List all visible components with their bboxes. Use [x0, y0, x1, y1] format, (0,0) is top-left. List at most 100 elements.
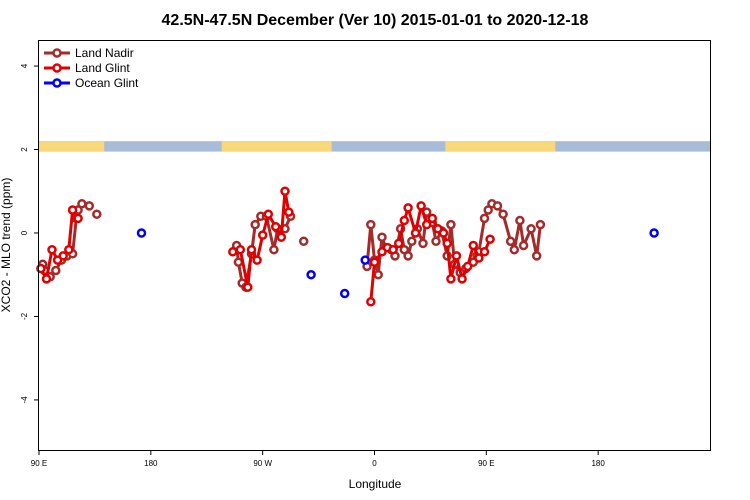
land-nadir-point [377, 232, 387, 242]
y-tick-label: -2 [20, 312, 29, 320]
land-glint-point [64, 244, 74, 255]
land-glint-point [366, 297, 376, 307]
x-tick-label: 90 W [253, 459, 272, 468]
land-nadir-point [366, 219, 376, 230]
land-ocean-band [39, 141, 710, 152]
ocean-glint-point [360, 255, 370, 265]
land-glint-point [280, 186, 290, 196]
x-tick-label: 90 E [478, 459, 494, 468]
land-band-segment-2 [445, 141, 556, 152]
land-nadir-point [526, 224, 536, 234]
land-nadir-point [250, 219, 260, 230]
ocean-glint-point [649, 228, 659, 238]
x-tick-label: 90 E [31, 459, 47, 468]
land-nadir-point [431, 236, 441, 247]
land-glint-point [58, 251, 68, 261]
y-tick-label: 2 [20, 147, 29, 152]
land-glint-point [67, 205, 78, 215]
y-axis-label: XCO2 - MLO trend (ppm) [0, 178, 13, 313]
legend-label: Land Glint [75, 61, 130, 75]
land-glint-point [451, 251, 462, 261]
land-nadir-point [403, 251, 413, 261]
land-glint-point [270, 221, 281, 232]
land-glint-point [246, 244, 257, 255]
land-glint-point [479, 247, 490, 257]
chart-title: 42.5N-47.5N December (Ver 10) 2015-01-01… [162, 12, 589, 29]
y-tick-label: -4 [20, 396, 29, 404]
legend-item-ocean-glint: Ocean Glint [44, 76, 139, 90]
ocean-band [39, 141, 710, 152]
land-glint-point [369, 257, 380, 267]
land-nadir-point [407, 236, 417, 247]
land-band-segment-1 [221, 141, 332, 152]
land-glint-point [388, 244, 398, 255]
land-nadir-point [298, 236, 309, 247]
land-glint-point [446, 274, 456, 284]
land-glint-point [421, 219, 432, 230]
land-nadir-point [373, 269, 383, 280]
ocean-glint-point [339, 288, 350, 299]
land-glint-point [252, 255, 262, 265]
land-glint-point [403, 203, 413, 213]
land-nadir-point [51, 265, 61, 276]
land-nadir-point [518, 240, 529, 251]
ocean-glint-point [306, 269, 316, 280]
land-nadir-point [84, 201, 95, 211]
land-glint-point [474, 253, 484, 263]
land-glint-point [462, 261, 473, 272]
legend-item-land-glint: Land Glint [44, 61, 130, 75]
land-nadir-point [269, 244, 279, 255]
land-glint-point [257, 230, 268, 240]
x-tick-label: 180 [591, 459, 605, 468]
land-glint-point [438, 228, 449, 238]
land-glint-point [41, 274, 52, 284]
land-glint-point [243, 282, 253, 292]
land-glint-point [410, 228, 421, 238]
land-band-segment-0 [39, 141, 105, 152]
legend-label: Ocean Glint [75, 76, 139, 90]
land-glint-point [442, 238, 452, 249]
x-tick-label: 0 [372, 459, 377, 468]
land-glint-point [235, 244, 246, 255]
land-glint-point [427, 213, 438, 224]
land-nadir-point [505, 236, 516, 247]
land-glint-point [36, 263, 46, 274]
ocean-glint-point [136, 228, 147, 238]
land-glint-point [485, 234, 495, 244]
land-nadir-point [479, 213, 490, 224]
land-nadir-point [492, 201, 503, 211]
y-tick-label: 0 [20, 230, 29, 235]
land-glint-point [399, 215, 410, 226]
land-nadir-point [92, 209, 102, 219]
series-layer [36, 186, 659, 307]
y-axis: -4 -2 0 2 4 [20, 63, 39, 403]
series-ocean-glint [136, 228, 659, 299]
x-axis-label: Longitude [349, 477, 402, 491]
legend-item-land-nadir: Land Nadir [44, 46, 134, 60]
land-glint-point [47, 244, 57, 255]
x-axis: 90 E 180 90 W 0 90 E 180 [31, 450, 605, 468]
land-nadir-point [509, 244, 520, 255]
land-glint-point [276, 232, 287, 242]
land-nadir-point [418, 238, 428, 249]
land-nadir-point [498, 209, 508, 219]
y-tick-label: 4 [20, 63, 29, 68]
land-glint-point [457, 274, 467, 284]
legend-marker [52, 78, 62, 88]
land-glint-point [284, 207, 294, 217]
land-glint-point [73, 213, 83, 224]
x-tick-label: 180 [144, 459, 158, 468]
series-land-glint [36, 186, 495, 307]
land-nadir-point [535, 219, 546, 230]
land-nadir-point [515, 215, 525, 226]
land-nadir-point [531, 251, 542, 261]
land-glint-point [263, 209, 274, 219]
land-nadir-point [446, 219, 456, 230]
legend-label: Land Nadir [75, 46, 134, 60]
land-glint-point [393, 238, 404, 249]
land-glint-point [468, 240, 479, 251]
land-glint-point [228, 247, 238, 257]
land-glint-point [416, 201, 426, 211]
